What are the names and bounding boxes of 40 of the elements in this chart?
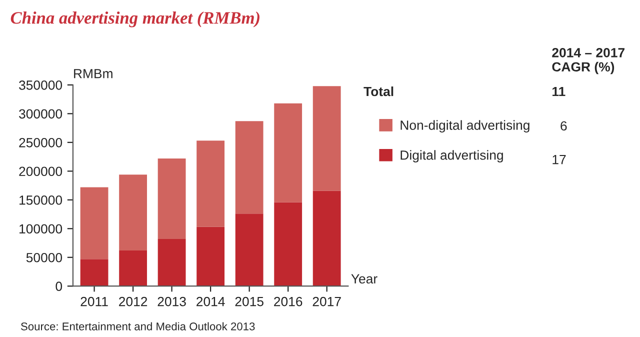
x-tick-label: 2014 xyxy=(196,296,225,306)
bar xyxy=(196,140,225,227)
bar xyxy=(119,174,147,250)
source-note: Source: Entertainment and Media Outlook 2013 xyxy=(20,322,255,330)
text: 2014 – 2017 CAGR (%) xyxy=(552,48,624,74)
y-tick-label: 150000 xyxy=(20,195,62,205)
bar xyxy=(274,103,302,202)
x-tick-label: 2017 xyxy=(312,296,341,306)
legend-label: Non-digital advertising xyxy=(400,120,530,132)
bar xyxy=(274,202,302,286)
y-tick-label: 200000 xyxy=(19,166,62,176)
text: 6 xyxy=(560,121,567,131)
y-tick-label: 0 xyxy=(56,282,62,292)
legend-label: Digital advertising xyxy=(400,150,503,162)
bar xyxy=(119,250,147,286)
y-axis-title: RMBm xyxy=(74,69,112,78)
bar xyxy=(235,214,264,286)
bar xyxy=(312,86,341,191)
chart-title: China advertising market (RMBm) xyxy=(10,12,260,28)
y-tick-label: 350000 xyxy=(19,80,62,90)
bar xyxy=(158,238,186,286)
bar xyxy=(158,158,186,239)
text: Total xyxy=(364,86,394,96)
text: 11 xyxy=(552,86,566,96)
x-tick-label: 2016 xyxy=(274,296,302,306)
bar xyxy=(235,121,264,214)
y-tick-label: 250000 xyxy=(19,138,62,148)
x-tick-label: 2012 xyxy=(119,296,148,306)
x-tick-label: 2013 xyxy=(158,296,186,306)
x-tick-label: 2011 xyxy=(80,296,108,306)
bar xyxy=(312,190,341,286)
y-tick-label: 300000 xyxy=(19,109,62,119)
y-tick-label: 50000 xyxy=(26,252,62,262)
x-tick-label: 2015 xyxy=(235,296,264,306)
y-tick-label: 100000 xyxy=(20,224,62,234)
bar xyxy=(80,187,108,260)
text: 17 xyxy=(552,155,566,164)
bar xyxy=(80,259,108,286)
x-axis-title: Year xyxy=(351,274,378,284)
bar xyxy=(196,226,225,286)
